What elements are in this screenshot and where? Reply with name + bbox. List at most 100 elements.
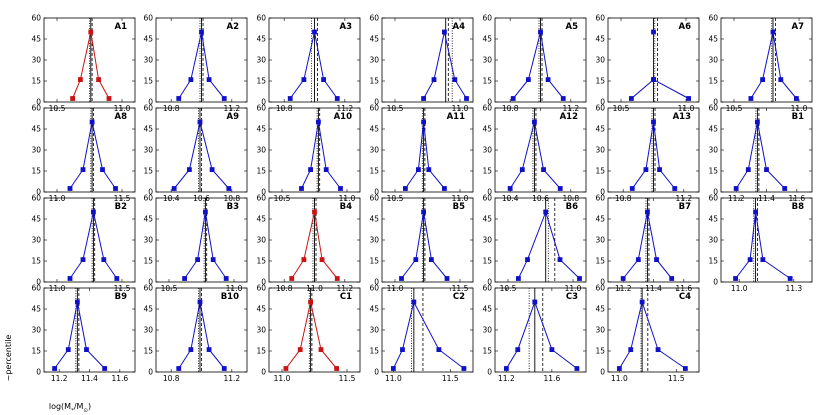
panel-b5-series-line [401,211,448,279]
panel-a2-label: A2 [227,22,240,32]
panel-a3-point [301,77,307,82]
panel-a13-point [657,167,662,172]
panel-b4-point [301,257,307,262]
panel-a6-ytick-label: 0 [600,98,605,107]
panel-b7-xtick-label: 11.6 [675,284,692,293]
panel-b2-ytick-label: 45 [31,215,41,224]
panel-b9-series-line [54,301,106,369]
panel-b2-xtick-label: 11.5 [114,284,131,293]
panel-b2-label: B2 [115,202,127,212]
panel-a7: 0 15 30 45 60 10.5 11.0 A7 [708,14,813,113]
panel-b5-point [444,276,450,281]
panel-b6-ytick-label: 15 [482,257,492,266]
panel-b3-point [182,276,187,281]
panel-c3-ytick-label: 0 [487,368,492,377]
panel-c2-label: C2 [453,292,465,302]
panel-a3-ytick-label: 60 [256,14,266,23]
panel-a3-point [287,96,293,101]
panel-a7-xtick-label: 10.5 [726,104,743,113]
panel-a4-point [452,77,458,82]
panel-a9-ytick-label: 0 [148,188,153,197]
panel-a1-point [106,96,112,101]
panel-a5-ytick-label: 60 [482,14,492,23]
panel-a10-ytick-label: 30 [256,146,266,155]
panel-a9-ytick-label: 30 [143,146,153,155]
panel-b2-ytick-label: 60 [31,194,41,203]
panel-a8-point [80,167,86,172]
panel-c4: 0 15 30 45 60 11.0 11.5 C4 [595,284,700,383]
panel-c1-ytick-label: 15 [256,347,266,356]
panel-b4-point [334,276,340,281]
panel-b7-label: B7 [679,202,691,212]
panel-b4-point [319,257,325,262]
panel-a6-xtick-label: 10.5 [613,104,630,113]
panel-c1-point [318,347,324,352]
panel-b9-ytick-label: 15 [31,347,41,356]
panel-a3-point [334,96,340,101]
panel-a10-ytick-label: 60 [256,104,266,113]
panel-b7-ytick-label: 15 [595,257,605,266]
panel-a8-point [89,119,95,125]
panel-b4-ytick-label: 30 [256,236,266,245]
panel-b5-ytick-label: 0 [374,278,379,287]
panel-a8-point [67,186,73,191]
panel-b6-series-line [517,210,580,279]
panel-c2-ytick-label: 0 [374,368,379,377]
panel-a4-series-line [423,31,467,99]
panel-a13-point [672,186,678,191]
panel-c4-ytick-label: 0 [600,368,605,377]
panel-b7-xtick-label: 11.2 [615,284,632,293]
panel-a7-point [770,29,776,35]
panel-a9-point [209,167,215,172]
panel-c4-ytick-label: 15 [595,347,605,356]
panel-a9-point [186,167,192,172]
panel-a13-ytick-label: 15 [595,167,605,176]
panel-b5-point [421,209,426,215]
panel-a1-label: A1 [115,22,128,32]
panel-a13-ytick-label: 45 [595,125,605,134]
panel-a6-point [629,96,634,101]
panel-a5-ytick-label: 30 [482,56,492,65]
panel-b2-point [91,209,96,215]
panel-a8-point [113,186,118,191]
panel-b6-point [577,276,582,281]
panel-a3-series-line [289,31,338,99]
x-axis-label: log(M*/M⊙) [49,402,91,414]
panel-b8: 0 15 30 45 60 11.0 11.3 B8 [708,194,813,293]
panel-b6-xtick-label: 10.5 [500,284,517,293]
panel-b4-point [289,276,295,281]
panel-b6-point [557,257,563,262]
panel-b7: 0 15 30 45 60 11.2 11.4 11.6 B7 [595,194,700,293]
panel-c4-point [655,347,661,352]
panel-b3-ytick-label: 60 [143,194,153,203]
panel-b8-point [747,257,753,262]
panel-a11-point [426,167,432,172]
panel-a1-ytick-label: 15 [31,77,41,86]
panel-b10-ytick-label: 15 [143,347,153,356]
panel-a13-ytick-label: 30 [595,146,605,155]
panel-b10-point [176,366,182,371]
panel-b9-ytick-label: 0 [36,368,41,377]
panel-c1-point [334,366,339,371]
panel-c2-ytick-label: 60 [369,284,379,293]
panel-c4-series-line [618,300,686,369]
panel-a6-point [651,77,656,82]
panel-a5-point [560,96,566,101]
panel-b7-point [654,257,659,262]
panel-b8-point [760,257,766,262]
panel-a9-point [171,186,177,191]
panel-a6-ytick-label: 30 [595,56,605,65]
panel-a6-ytick-label: 60 [595,14,605,23]
panel-b5-ytick-label: 45 [369,215,379,224]
panel-b1-ytick-label: 60 [708,104,718,113]
panel-b7-xtick-label: 11.4 [645,284,662,293]
panel-b9-xtick-label: 11.2 [51,374,68,383]
panel-a9-label: A9 [227,112,240,122]
panel-c4-point [682,366,688,371]
panel-c2-series-line [392,300,465,369]
panel-a10-point [299,186,304,191]
panel-b1-point [733,186,739,191]
panel-a11-ytick-label: 15 [369,167,379,176]
panel-b8-ytick-label: 0 [713,278,718,287]
panel-b9: 0 15 30 45 60 11.2 11.4 11.6 B9 [31,284,136,383]
